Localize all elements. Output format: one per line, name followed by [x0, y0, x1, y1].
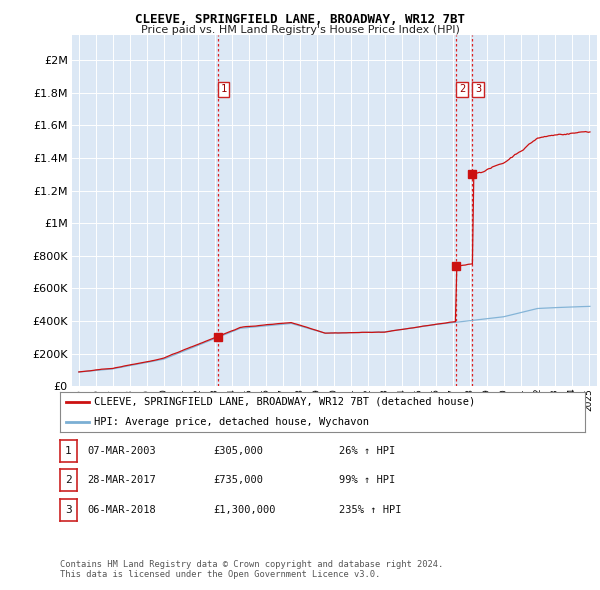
Text: Price paid vs. HM Land Registry's House Price Index (HPI): Price paid vs. HM Land Registry's House … — [140, 25, 460, 35]
Text: 07-MAR-2003: 07-MAR-2003 — [87, 446, 156, 455]
Text: £305,000: £305,000 — [213, 446, 263, 455]
Text: 06-MAR-2018: 06-MAR-2018 — [87, 505, 156, 514]
Text: 99% ↑ HPI: 99% ↑ HPI — [339, 476, 395, 485]
Text: 3: 3 — [475, 84, 481, 94]
Text: 1: 1 — [65, 446, 72, 455]
Text: 28-MAR-2017: 28-MAR-2017 — [87, 476, 156, 485]
Text: £1,300,000: £1,300,000 — [213, 505, 275, 514]
Text: CLEEVE, SPRINGFIELD LANE, BROADWAY, WR12 7BT: CLEEVE, SPRINGFIELD LANE, BROADWAY, WR12… — [135, 13, 465, 26]
Text: £735,000: £735,000 — [213, 476, 263, 485]
Text: Contains HM Land Registry data © Crown copyright and database right 2024.
This d: Contains HM Land Registry data © Crown c… — [60, 560, 443, 579]
Text: 235% ↑ HPI: 235% ↑ HPI — [339, 505, 401, 514]
Text: HPI: Average price, detached house, Wychavon: HPI: Average price, detached house, Wych… — [94, 417, 369, 427]
Text: 1: 1 — [220, 84, 227, 94]
Text: 2: 2 — [65, 476, 72, 485]
Text: 3: 3 — [65, 505, 72, 514]
Text: 26% ↑ HPI: 26% ↑ HPI — [339, 446, 395, 455]
Text: CLEEVE, SPRINGFIELD LANE, BROADWAY, WR12 7BT (detached house): CLEEVE, SPRINGFIELD LANE, BROADWAY, WR12… — [94, 397, 475, 407]
Text: 2: 2 — [459, 84, 465, 94]
